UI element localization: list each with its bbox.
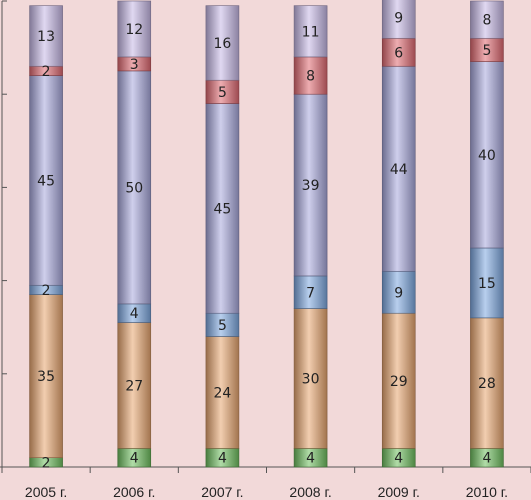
x-tick-label: 2006 г. bbox=[113, 484, 155, 500]
data-label: 29 bbox=[390, 374, 408, 390]
data-label: 6 bbox=[394, 45, 403, 61]
data-label: 5 bbox=[218, 85, 227, 101]
x-tick-label: 2010 г. bbox=[466, 484, 508, 500]
bar-segment bbox=[293, 308, 328, 449]
data-label: 12 bbox=[125, 22, 143, 38]
bar-segment bbox=[381, 270, 416, 314]
data-label: 27 bbox=[125, 378, 143, 394]
data-label: 4 bbox=[130, 306, 139, 322]
data-label: 28 bbox=[478, 376, 496, 392]
data-label: 11 bbox=[302, 24, 320, 40]
data-label: 9 bbox=[394, 10, 403, 26]
data-label: 50 bbox=[125, 180, 143, 196]
data-label: 39 bbox=[302, 178, 320, 194]
data-label: 2 bbox=[42, 283, 51, 299]
data-label: 44 bbox=[390, 162, 408, 178]
bar-segment bbox=[29, 294, 63, 458]
bar-segment bbox=[293, 56, 328, 95]
data-label: 30 bbox=[302, 371, 320, 387]
data-label: 4 bbox=[130, 451, 139, 467]
bar-segment bbox=[205, 336, 240, 449]
bar-segment bbox=[293, 93, 328, 277]
data-label: 35 bbox=[37, 369, 55, 385]
bar-segment bbox=[117, 70, 152, 305]
data-label: 45 bbox=[37, 173, 55, 189]
data-label: 4 bbox=[482, 451, 491, 467]
bar-segment bbox=[293, 275, 328, 309]
segment-labels: 2352452134274503124245455164307398114299… bbox=[37, 10, 496, 471]
data-label: 4 bbox=[394, 451, 403, 467]
x-tick-label: 2005 г. bbox=[25, 484, 67, 500]
data-label: 13 bbox=[37, 29, 55, 45]
bar-segment bbox=[381, 65, 416, 272]
bar-segment bbox=[293, 5, 328, 58]
bar-segment bbox=[470, 247, 504, 319]
x-tick-label: 2007 г. bbox=[201, 484, 243, 500]
data-label: 7 bbox=[306, 285, 315, 301]
data-label: 2 bbox=[42, 455, 51, 471]
bar-segment bbox=[381, 0, 416, 39]
bar-segment bbox=[29, 5, 63, 67]
data-label: 5 bbox=[482, 43, 491, 59]
bar-segment bbox=[29, 75, 63, 286]
data-label: 16 bbox=[214, 36, 232, 52]
bars bbox=[29, 0, 504, 468]
data-label: 9 bbox=[394, 285, 403, 301]
data-label: 15 bbox=[478, 276, 496, 292]
data-label: 2 bbox=[42, 64, 51, 80]
x-tick-label: 2008 г. bbox=[289, 484, 331, 500]
bar-segment bbox=[205, 5, 240, 81]
bar-segment bbox=[381, 37, 416, 67]
bar-segment bbox=[381, 312, 416, 449]
data-label: 24 bbox=[214, 385, 232, 401]
data-label: 5 bbox=[218, 318, 227, 334]
x-tick-label: 2009 г. bbox=[378, 484, 420, 500]
data-label: 45 bbox=[214, 201, 232, 217]
bar-segment bbox=[117, 0, 152, 58]
data-label: 8 bbox=[306, 69, 315, 85]
data-label: 40 bbox=[478, 148, 496, 164]
bar-segment bbox=[470, 61, 504, 249]
data-label: 8 bbox=[482, 13, 491, 29]
x-tick-labels: 2005 г. 2006 г. 2007 г. 2008 г. 2009 г. 2010 … bbox=[25, 484, 508, 500]
bar-segment bbox=[470, 0, 504, 39]
data-label: 4 bbox=[306, 451, 315, 467]
data-label: 4 bbox=[218, 451, 227, 467]
bar-segment bbox=[470, 317, 504, 449]
data-label: 3 bbox=[130, 57, 139, 73]
axes bbox=[0, 0, 531, 473]
